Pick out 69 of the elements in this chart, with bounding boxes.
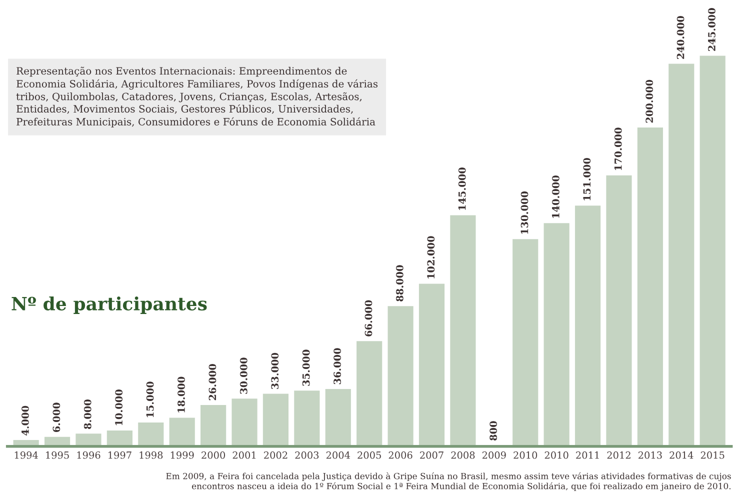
- x-tick-label: 2015: [700, 451, 724, 459]
- x-tick-label: 1997: [108, 451, 132, 459]
- data-label: 130.000: [520, 191, 528, 234]
- bar: [512, 239, 538, 446]
- x-tick-label: 2013: [638, 451, 662, 459]
- x-tick-label: 2008: [451, 451, 475, 459]
- bar: [606, 175, 632, 446]
- x-tick-label: 2002: [264, 451, 288, 459]
- x-tick-label: 2000: [202, 451, 226, 459]
- bar: [574, 206, 601, 446]
- bar: [668, 64, 694, 446]
- bar: [388, 306, 414, 446]
- x-tick-label: 2010: [514, 451, 538, 459]
- bar: [169, 418, 195, 446]
- data-label: 170.000: [614, 128, 622, 170]
- data-label: 36.000: [334, 348, 341, 384]
- x-tick-label: 2009: [482, 451, 506, 459]
- bar: [450, 215, 476, 446]
- data-label: 800: [490, 421, 497, 440]
- data-label: 33.000: [271, 352, 279, 389]
- data-label: 18.000: [178, 376, 185, 412]
- x-tick-label: 2007: [420, 451, 444, 459]
- data-label: 26.000: [208, 364, 216, 400]
- data-label: 15.000: [146, 382, 154, 418]
- annotation: Representação nos Eventos Internacionais: Empreendimentos de Economia Solidária, Agricultores Familiares, Povos Indígenas de várias tribos, Quilombolas, Catadores, Jovens, Crianças, Escolas, Artesãos, Entidades, Movimentos Sociais, Gestores Públicos, Universidades, Prefeituras Municipais, Consumidores e Fóruns de Economia Solidária: [16, 66, 378, 128]
- data-label: 35.000: [302, 350, 310, 386]
- data-label: 245.000: [708, 8, 716, 51]
- bar: [700, 56, 726, 446]
- data-label: 6.000: [52, 402, 60, 432]
- bar: [544, 223, 570, 446]
- text: Em 2009, a Feira foi cancelada pela Justiça devido à Gripe Suína no Brasil, mesmo assim teve várias atividades formativas de cujos encontros nasceu a ideia do 1º Fórum Social e 1ª Feira Mundial de Economia Solidária, que foi realizado em janeiro de 2010.: [166, 472, 731, 492]
- bar: [637, 128, 663, 446]
- x-tick-label: 1994: [14, 451, 38, 459]
- x-tick-label: 1996: [77, 451, 100, 459]
- data-label: 88.000: [396, 265, 404, 302]
- y-axis-title: Nº de participantes: [12, 296, 207, 314]
- bar: [262, 394, 289, 446]
- bar: [232, 398, 258, 446]
- bar: [294, 390, 320, 446]
- x-tick-label: 1995: [46, 451, 69, 459]
- x-tick-label: 2004: [326, 451, 350, 459]
- data-label: 200.000: [646, 80, 654, 123]
- bar: [106, 430, 132, 446]
- data-label: 8.000: [84, 399, 92, 429]
- x-tick-label: 1998: [140, 451, 163, 459]
- data-label: 4.000: [22, 406, 29, 436]
- data-label: 66.000: [364, 300, 372, 336]
- x-tick-label: 2010: [544, 451, 568, 459]
- x-tick-label: 2012: [607, 451, 630, 459]
- bar: [76, 434, 102, 446]
- bar: [200, 404, 226, 446]
- data-label: 240.000: [676, 16, 684, 59]
- data-label: 102.000: [427, 236, 435, 278]
- data-label: 30.000: [240, 358, 248, 394]
- bar: [356, 341, 382, 446]
- x-tick-label: 2003: [295, 451, 319, 459]
- x-tick-label: 2005: [358, 451, 381, 459]
- data-label: 140.000: [552, 175, 560, 218]
- x-tick-label: 1999: [170, 451, 194, 459]
- bar: [418, 284, 445, 446]
- x-tick-label: 2001: [232, 451, 256, 459]
- x-tick-label: 2006: [388, 451, 412, 459]
- data-label: 10.000: [115, 390, 123, 426]
- bar: [325, 389, 351, 446]
- x-tick-label: 2014: [670, 451, 694, 459]
- data-label: 145.000: [458, 168, 466, 210]
- data-label: 151.000: [583, 158, 591, 200]
- bar: [138, 422, 164, 446]
- x-tick-label: 2011: [576, 451, 599, 459]
